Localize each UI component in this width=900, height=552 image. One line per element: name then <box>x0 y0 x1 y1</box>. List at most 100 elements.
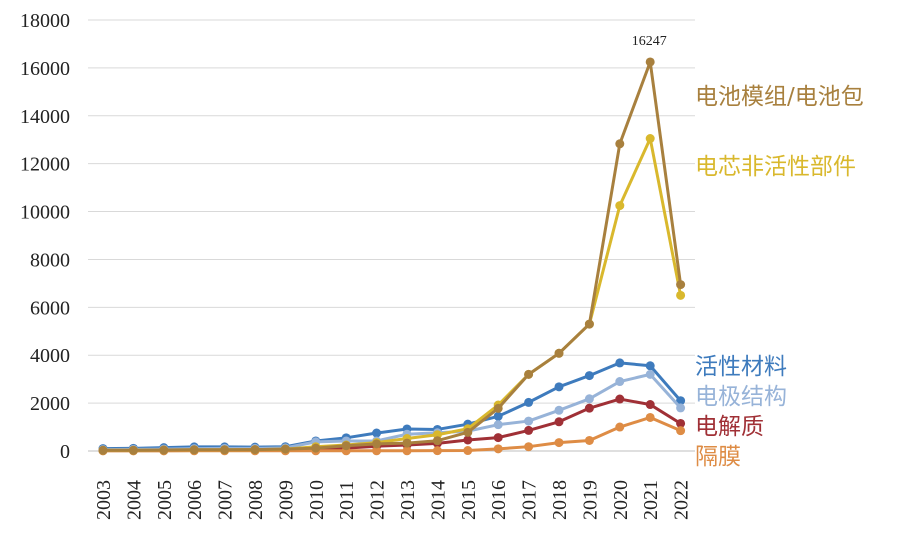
data-point <box>584 435 594 445</box>
data-point <box>676 280 686 290</box>
legend-label-隔膜: 隔膜 <box>695 444 741 470</box>
data-point <box>159 445 169 455</box>
data-point <box>372 446 382 456</box>
data-point <box>615 394 625 404</box>
y-tick-label: 8000 <box>30 249 70 271</box>
x-tick-label: 2019 <box>579 480 601 520</box>
x-tick-label: 2011 <box>336 481 358 520</box>
data-point <box>645 134 655 144</box>
data-point <box>584 371 594 381</box>
data-point <box>645 412 655 422</box>
legend-label-电极结构: 电极结构 <box>695 384 787 410</box>
data-point <box>584 319 594 329</box>
data-point <box>554 405 564 415</box>
data-point <box>493 411 503 421</box>
data-point <box>98 445 108 455</box>
y-tick-label: 12000 <box>20 154 70 176</box>
data-point <box>524 416 534 426</box>
x-tick-label: 2007 <box>215 480 237 520</box>
y-tick-label: 10000 <box>20 202 70 224</box>
data-point <box>554 438 564 448</box>
x-tick-label: 2016 <box>488 480 510 520</box>
x-tick-label: 2008 <box>245 480 267 520</box>
x-tick-label: 2022 <box>671 480 693 520</box>
x-axis: 2003 2004 2005 2006 2007 2008 2009 2010 2011 2012… <box>93 480 693 520</box>
data-point <box>645 361 655 371</box>
data-point <box>615 358 625 368</box>
x-tick-label: 2010 <box>306 480 328 520</box>
y-axis: 0 2000 4000 6000 8000 10000 12000 14000 16000 180… <box>20 10 70 463</box>
legend-label-活性材料: 活性材料 <box>695 354 787 380</box>
data-point <box>524 397 534 407</box>
data-point <box>554 382 564 392</box>
x-tick-label: 2003 <box>93 480 115 520</box>
series-lines <box>98 57 686 456</box>
data-point <box>250 445 260 455</box>
data-point <box>615 139 625 149</box>
data-point <box>615 422 625 432</box>
data-point <box>615 377 625 387</box>
data-point <box>524 425 534 435</box>
x-tick-label: 2021 <box>640 480 662 520</box>
series-电池模组-电池包 <box>98 57 686 455</box>
x-tick-label: 2015 <box>458 480 480 520</box>
series-line <box>103 60 683 452</box>
data-point <box>584 403 594 413</box>
gridlines <box>88 19 695 452</box>
x-tick-label: 2009 <box>275 480 297 520</box>
data-point <box>493 433 503 443</box>
data-point <box>493 403 503 413</box>
annotations: 16247 <box>632 34 667 49</box>
data-point <box>463 435 473 445</box>
data-point <box>584 394 594 404</box>
x-tick-label: 2014 <box>427 480 449 520</box>
y-tick-label: 18000 <box>20 10 70 32</box>
data-point <box>432 446 442 456</box>
data-point <box>372 428 382 438</box>
y-tick-label: 0 <box>60 441 70 463</box>
y-tick-label: 6000 <box>30 297 70 319</box>
x-tick-label: 2006 <box>184 480 206 520</box>
data-point <box>280 444 290 454</box>
x-tick-label: 2012 <box>367 480 389 520</box>
data-point <box>554 417 564 427</box>
data-point <box>463 446 473 456</box>
data-point <box>372 439 382 449</box>
data-point <box>615 201 625 211</box>
y-tick-label: 14000 <box>20 106 70 128</box>
x-tick-label: 2018 <box>549 480 571 520</box>
x-tick-label: 2013 <box>397 480 419 520</box>
data-point <box>220 445 230 455</box>
data-point <box>341 441 351 451</box>
data-point <box>402 446 412 456</box>
data-point <box>189 445 199 455</box>
y-tick-label: 4000 <box>30 345 70 367</box>
data-point <box>128 445 138 455</box>
data-point <box>676 403 686 413</box>
x-tick-label: 2004 <box>123 480 145 520</box>
legend-label-电解质: 电解质 <box>695 414 764 440</box>
data-point <box>676 396 686 406</box>
data-point <box>524 369 534 379</box>
data-point <box>676 418 686 428</box>
data-point <box>311 443 321 453</box>
x-tick-label: 2017 <box>519 480 541 520</box>
data-point <box>493 420 503 430</box>
y-tick-label: 2000 <box>30 393 70 415</box>
data-point <box>493 444 503 454</box>
data-point <box>463 427 473 437</box>
data-point <box>676 290 686 300</box>
legend-label-电芯非活性部件: 电芯非活性部件 <box>695 154 856 180</box>
series-line <box>102 361 682 451</box>
data-point <box>524 442 534 452</box>
legend-label-电池模组-电池包: 电池模组/电池包 <box>695 84 864 110</box>
x-tick-label: 2005 <box>154 480 176 520</box>
data-point <box>402 438 412 448</box>
x-tick-label: 2020 <box>610 480 632 520</box>
data-label: 16247 <box>632 34 667 49</box>
data-point <box>645 400 655 410</box>
y-tick-label: 16000 <box>20 58 70 80</box>
data-point <box>554 348 564 358</box>
